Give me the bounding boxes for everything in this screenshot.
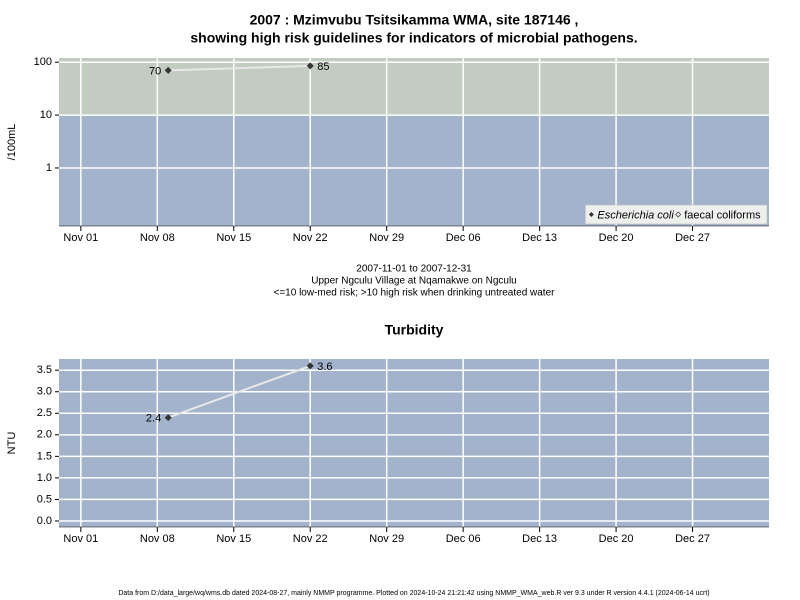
y-tick-label: 3.5 [37, 364, 52, 376]
data-point [164, 414, 172, 422]
y-tick-label: 10 [40, 109, 52, 121]
series-line [168, 64, 311, 72]
x-tick-label: Nov 22 [293, 533, 328, 545]
x-tick-label: Dec 27 [675, 533, 710, 545]
data-label: 85 [317, 61, 329, 73]
legend-marker [675, 211, 682, 218]
x-tick-label: Nov 29 [369, 533, 404, 545]
y-tick-label: 0.5 [37, 493, 52, 505]
plot-background [59, 359, 769, 527]
note: <=10 low-med risk; >10 high risk when dr… [274, 288, 556, 299]
footer: Data from D:/data_large/wq/wms.db dated … [118, 590, 709, 597]
chart-title: Turbidity [385, 322, 444, 338]
note: 2007-11-01 to 2007-12-31 [356, 264, 472, 275]
legend-label: Escherichia coli [597, 209, 674, 221]
legend-box [585, 204, 768, 225]
x-tick-label: Dec 06 [446, 232, 481, 244]
x-tick-label: Nov 08 [140, 533, 175, 545]
y-tick-label: 3.0 [37, 386, 52, 398]
data-label: 2.4 [146, 412, 161, 424]
legend-marker [588, 212, 594, 217]
x-tick-label: Dec 20 [599, 232, 634, 244]
data-label: 3.6 [317, 361, 332, 373]
x-tick-label: Nov 08 [140, 232, 175, 244]
chart-title: 2007 : Mzimvubu Tsitsikamma WMA, site 18… [250, 12, 579, 28]
x-tick-label: Dec 20 [599, 533, 634, 545]
series-line [167, 364, 311, 419]
y-tick-label: 0.0 [37, 515, 52, 527]
x-tick-label: Nov 15 [216, 533, 251, 545]
x-tick-label: Dec 06 [446, 533, 481, 545]
note: Upper Ngculu Village at Nqamakwe on Ngcu… [311, 276, 516, 287]
x-tick-label: Dec 27 [675, 232, 710, 244]
data-label: 70 [149, 65, 161, 77]
high-risk-band [59, 58, 769, 116]
x-tick-label: Nov 01 [63, 232, 98, 244]
x-tick-label: Dec 13 [522, 533, 557, 545]
x-tick-label: Nov 29 [369, 232, 404, 244]
y-axis-label: NTU [6, 432, 18, 455]
y-tick-label: 100 [34, 56, 52, 68]
y-axis-label: /100mL [6, 124, 18, 161]
chart-subtitle: showing high risk guidelines for indicat… [190, 30, 637, 46]
x-tick-label: Nov 22 [293, 232, 328, 244]
x-tick-label: Nov 01 [63, 533, 98, 545]
legend-label: faecal coliforms [684, 209, 761, 221]
y-tick-label: 2.5 [37, 407, 52, 419]
y-tick-label: 1.0 [37, 472, 52, 484]
x-tick-label: Nov 15 [216, 232, 251, 244]
data-point [164, 66, 172, 74]
y-tick-label: 1.5 [37, 450, 52, 462]
y-tick-label: 2.0 [37, 429, 52, 441]
data-point [306, 362, 314, 370]
x-tick-label: Dec 13 [522, 232, 557, 244]
y-tick-label: 1 [46, 162, 52, 174]
data-point [306, 62, 314, 70]
